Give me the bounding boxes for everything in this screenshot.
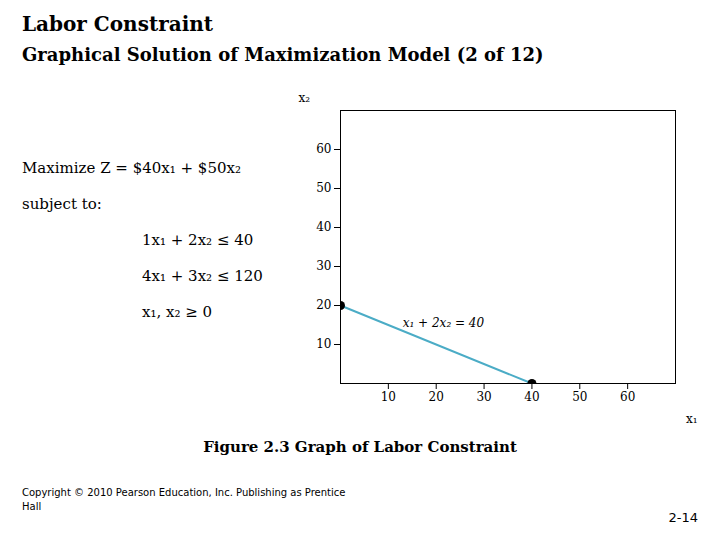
html-text:2-14: 2-14	[668, 510, 698, 525]
svg-text:x₁ + 2x₂ = 40: x₁ + 2x₂ = 40	[403, 316, 485, 330]
svg-text:60: 60	[316, 142, 331, 156]
html-text:Figure 2.3 Graph of Labor Cons: Figure 2.3 Graph of Labor Constraint	[203, 438, 517, 456]
html-text:Hall: Hall	[22, 501, 42, 512]
html-text:subject to:: subject to:	[22, 195, 102, 213]
svg-text:30: 30	[316, 259, 331, 273]
svg-text:40: 40	[524, 390, 539, 404]
svg-text:50: 50	[316, 181, 331, 195]
html-text:Labor Constraint: Labor Constraint	[22, 12, 213, 36]
svg-text:20: 20	[429, 390, 444, 404]
svg-text:10: 10	[381, 390, 396, 404]
html-text:Copyright © 2010 Pearson Educa: Copyright © 2010 Pearson Education, Inc.…	[22, 487, 346, 498]
html-text:Maximize Z = $40x₁ + $50x₂: Maximize Z = $40x₁ + $50x₂	[22, 159, 241, 177]
html-text:4x₁ + 3x₂ ≤ 120: 4x₁ + 3x₂ ≤ 120	[142, 267, 263, 285]
svg-text:30: 30	[476, 390, 491, 404]
html-text:1x₁ + 2x₂ ≤ 40: 1x₁ + 2x₂ ≤ 40	[142, 231, 254, 249]
svg-text:20: 20	[316, 298, 331, 312]
html-text:Graphical Solution of Maximiza: Graphical Solution of Maximization Model…	[22, 44, 544, 65]
svg-text:40: 40	[316, 220, 331, 234]
svg-text:10: 10	[316, 337, 331, 351]
html-text:x₁, x₂ ≥ 0: x₁, x₂ ≥ 0	[142, 303, 213, 321]
svg-text:60: 60	[620, 390, 635, 404]
svg-text:x₁: x₁	[686, 412, 698, 426]
svg-text:50: 50	[572, 390, 587, 404]
svg-text:x₂: x₂	[299, 91, 311, 105]
